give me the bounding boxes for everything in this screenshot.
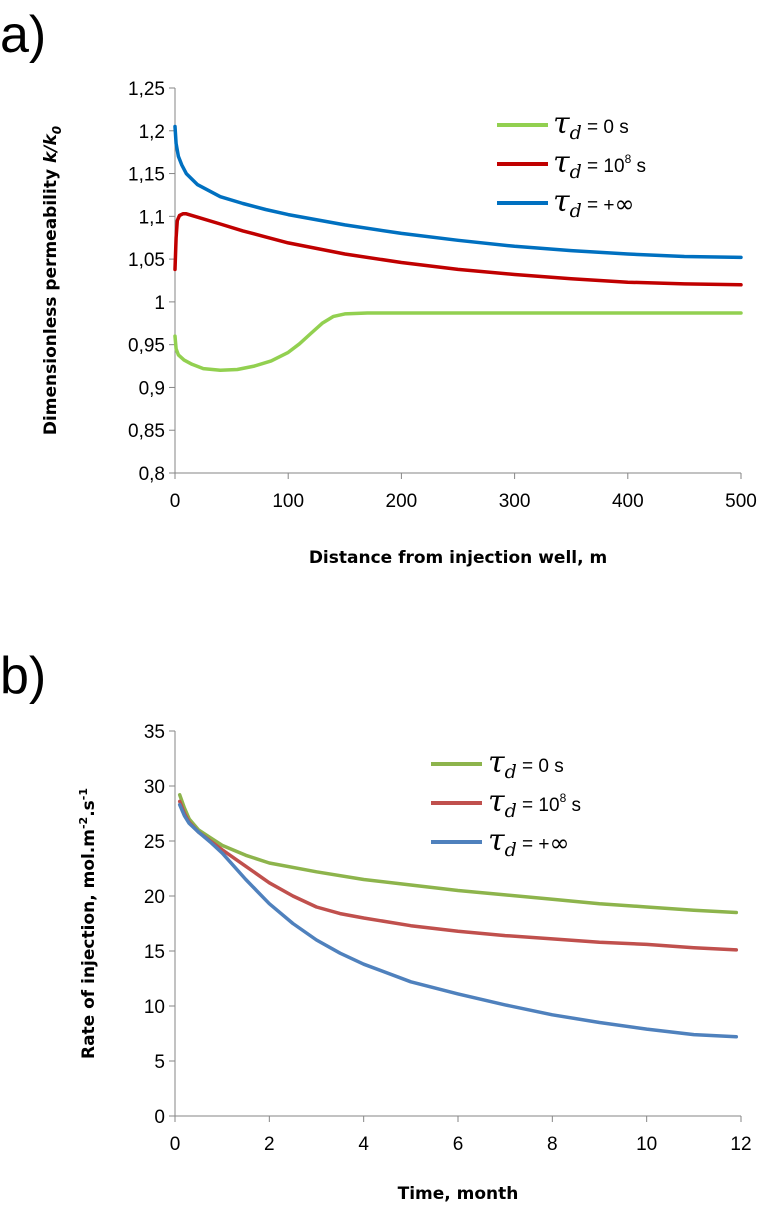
y-tick-label: 1 [154,293,165,314]
x-axis-title: Time, month [398,1184,519,1204]
chart-panel-b: b) 0 5 10 15 20 25 30 35 0 2 4 6 8 10 12 Time, month Rate… [0,647,752,1204]
y-tick-label: 0 [154,1107,165,1128]
x-tick-label: 400 [612,491,644,512]
y-tick-label: 10 [144,997,165,1018]
legend-label-1: τd = 108 s [553,145,646,183]
y-tick-label: 0,8 [139,464,165,485]
y-tick-label: 20 [144,887,165,908]
x-tick-label: 6 [453,1134,464,1155]
x-tick-label: 4 [358,1134,369,1155]
panel-label: a) [0,6,46,64]
x-tick-label: 2 [264,1134,275,1155]
y-axis-title: Rate of injection, mol.m-2.s-1 [77,788,99,1059]
x-tick-label: 8 [547,1134,558,1155]
y-tick-label: 0,9 [139,378,165,399]
x-tick-label: 300 [499,491,531,512]
legend-label-0: τd = 0 s [553,106,629,144]
chart-panel-a: a) 0,8 0,85 0,9 0,95 1 1,05 1,1 1,15 1,2 1,25 0 100 2… [0,6,757,568]
y-tick-label: 25 [144,832,165,853]
legend-label-0: τd = 0 s [488,745,564,783]
x-tick-label: 12 [730,1134,751,1155]
y-tick-label: 1,2 [139,122,165,143]
series-line-0 [173,311,743,373]
y-tick-label: 1,25 [128,79,165,100]
legend-label-2: τd = +∞ [488,823,570,861]
y-tick-label: 35 [144,722,165,743]
x-axis-title: Distance from injection well, m [309,548,607,568]
series-line-2 [177,802,739,1039]
y-tick-label: 5 [154,1052,165,1073]
y-tick-label: 1,1 [139,207,165,228]
series-line-1 [173,212,743,287]
y-tick-label: 15 [144,942,165,963]
series-line-1 [177,799,739,952]
series-line-0 [177,793,739,915]
x-tick-label: 0 [170,1134,181,1155]
y-tick-label: 1,05 [128,250,165,271]
legend-label-1: τd = 108 s [488,784,581,822]
series-line-2 [173,124,743,260]
y-tick-label: 0,85 [128,421,165,442]
y-tick-label: 30 [144,777,165,798]
y-tick-label: 0,95 [128,336,165,357]
y-tick-label: 1,15 [128,165,165,186]
y-axis-title: Dimensionless permeability k/k0 [41,126,64,435]
x-tick-label: 200 [386,491,418,512]
x-tick-label: 500 [725,491,757,512]
panel-label: b) [0,647,46,705]
x-tick-label: 10 [636,1134,657,1155]
x-tick-label: 0 [170,491,181,512]
x-tick-label: 100 [272,491,304,512]
legend-label-2: τd = +∞ [553,184,635,222]
